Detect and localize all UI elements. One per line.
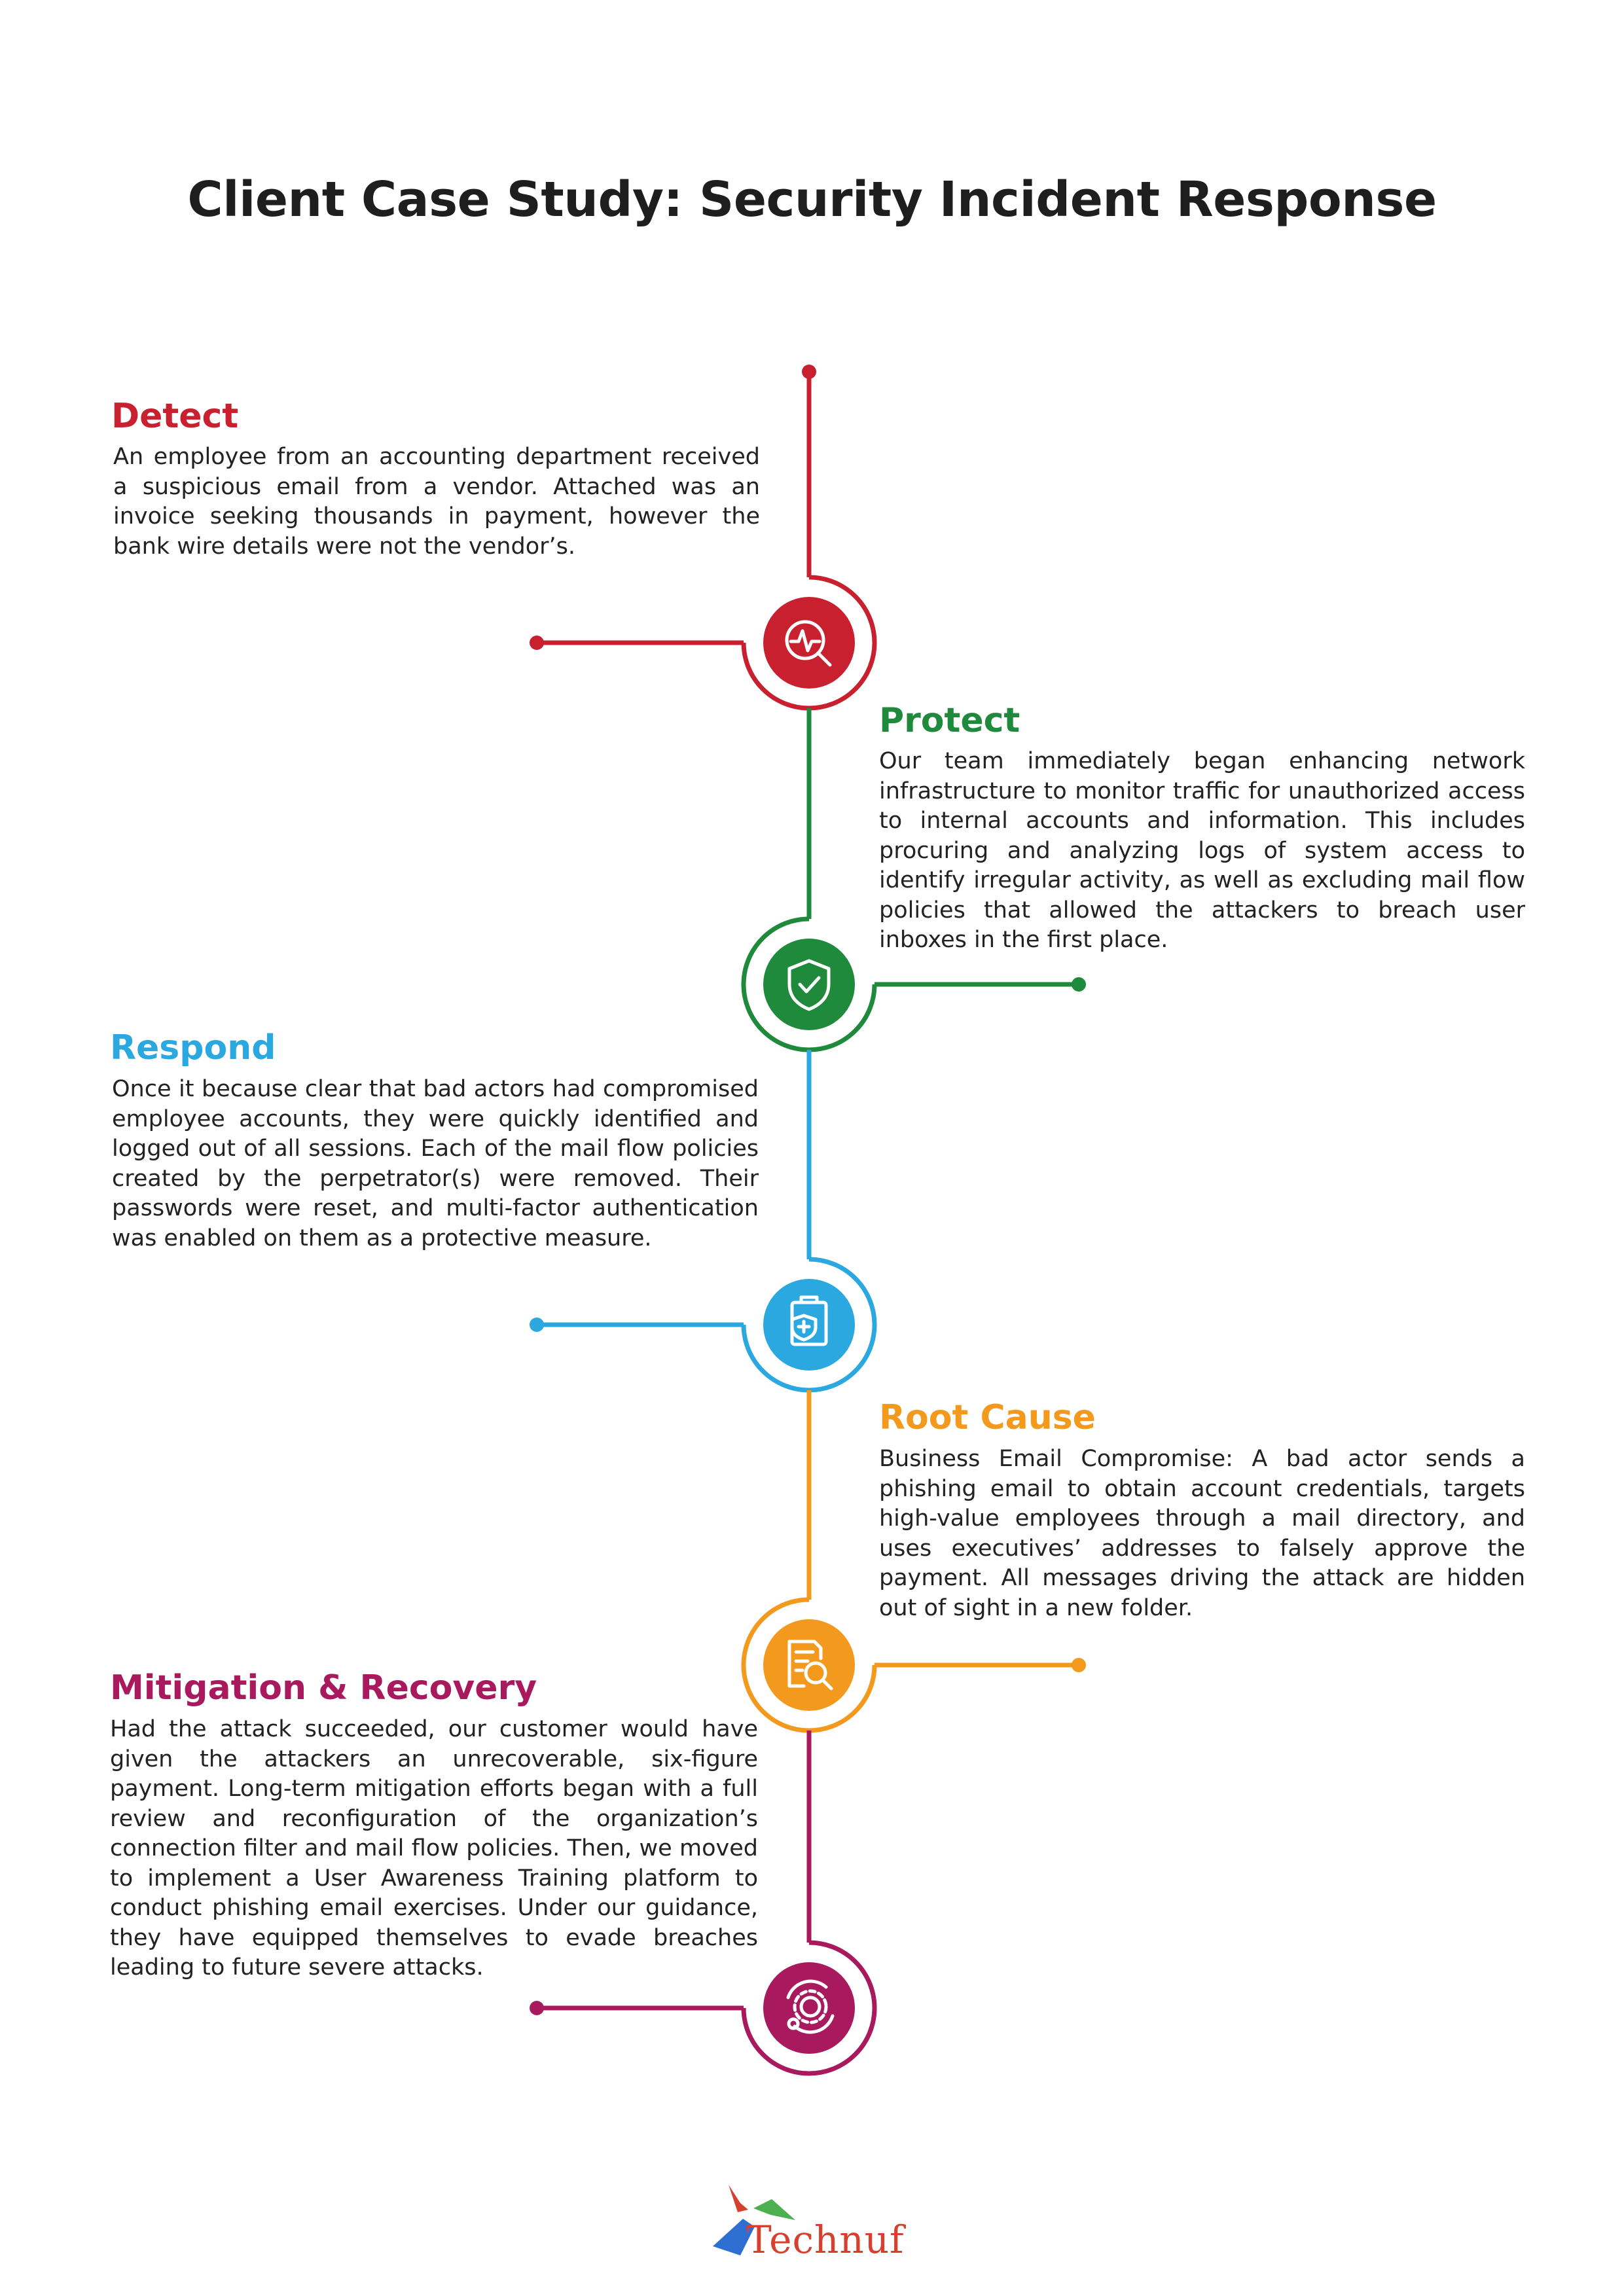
detect-node (763, 597, 855, 689)
respond-node (763, 1279, 855, 1371)
root-cause-timeline-segment (741, 1390, 1079, 1733)
mitigation-timeline-segment (537, 1731, 877, 2076)
mitigation-dot-left (530, 2001, 544, 2015)
detect-timeline-segment (537, 372, 877, 711)
clipboard-shield-icon (790, 1295, 828, 1346)
protect-dot-right (1072, 977, 1086, 992)
protect-timeline-segment (741, 708, 1079, 1052)
respond-timeline-segment (537, 1050, 877, 1393)
protect-node (763, 939, 855, 1030)
root-cause-dot-right (1072, 1658, 1086, 1672)
respond-body: Once it because clear that bad actors ha… (112, 1076, 759, 1251)
detect-dot-left (530, 636, 544, 650)
document-search-icon (787, 1640, 833, 1691)
page-title: Client Case Study: Security Incident Res… (187, 171, 1437, 228)
respond-heading: Respond (110, 1028, 276, 1067)
gears-recycle-icon (786, 1979, 835, 2034)
root-cause-heading: Root Cause (879, 1398, 1096, 1437)
root-cause-body: Business Email Compromise: A bad actor s… (879, 1446, 1525, 1621)
mitigation-heading: Mitigation & Recovery (110, 1668, 537, 1708)
technuf-logo-text: Technuf (746, 2217, 905, 2262)
respond-dot-left (530, 1318, 544, 1332)
detect-body: An employee from an accounting departmen… (113, 444, 760, 560)
protect-body: Our team immediately began enhancing net… (879, 748, 1525, 953)
mitigation-node (763, 1962, 855, 2054)
protect-heading: Protect (879, 701, 1020, 740)
technuf-logo-mark (713, 2185, 795, 2255)
shield-check-icon (787, 959, 831, 1011)
magnifier-pulse-icon (785, 620, 832, 667)
mitigation-body: Had the attack succeeded, our customer w… (110, 1716, 758, 1981)
detect-heading: Detect (111, 397, 239, 436)
detect-dot-top (802, 365, 816, 379)
